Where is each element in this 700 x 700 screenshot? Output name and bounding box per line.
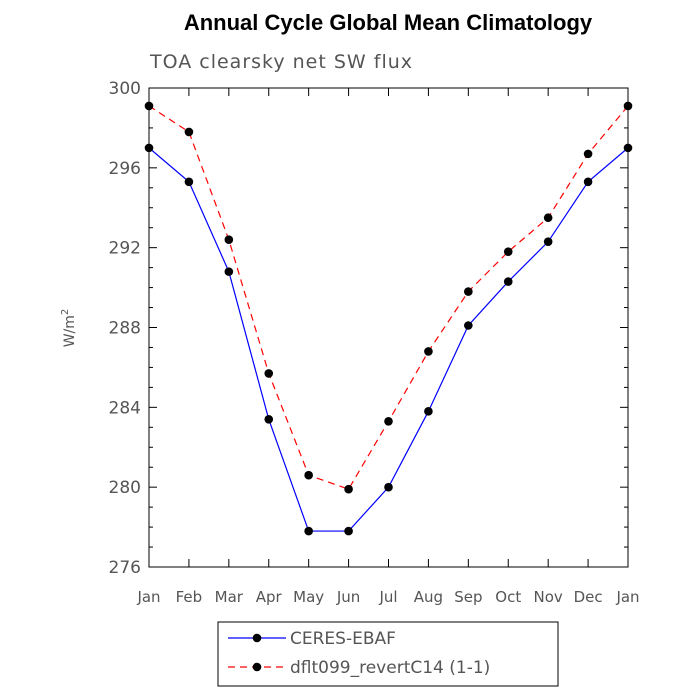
x-tick-label: Dec (574, 588, 603, 606)
y-tick-label: 300 (109, 79, 141, 99)
data-point (503, 277, 513, 286)
x-tick-label: May (293, 588, 324, 606)
legend-box (217, 621, 559, 687)
legend-marker (252, 633, 262, 643)
y-tick-label: 284 (109, 398, 141, 418)
y-axis-label-text: W/m (62, 315, 78, 347)
data-point (184, 177, 194, 187)
x-tick-label: Nov (534, 588, 563, 606)
data-point (424, 347, 433, 356)
data-point (344, 484, 353, 494)
data-point (264, 369, 274, 378)
legend-label: CERES-EBAF (290, 629, 396, 649)
chart-subtitle: TOA clearsky net SW flux (149, 51, 413, 73)
y-tick-label: 276 (109, 558, 141, 578)
y-tick-label: 296 (109, 159, 141, 179)
data-point (264, 415, 274, 424)
x-tick-label: Jun (336, 588, 360, 606)
data-point (384, 482, 393, 492)
x-tick-label: Aug (414, 588, 443, 606)
data-point (184, 127, 194, 137)
data-point (543, 213, 553, 223)
data-point (503, 247, 513, 256)
chart-title: Annual Cycle Global Mean Climatology (184, 10, 593, 35)
data-point (224, 235, 234, 244)
series-0 (144, 143, 633, 536)
data-point (304, 470, 313, 480)
legend-marker (252, 662, 262, 672)
data-point (224, 267, 234, 276)
series-line (148, 105, 629, 490)
series-layer (144, 101, 633, 536)
x-tick-label: Jan (615, 588, 639, 606)
x-tick-label: Sep (454, 588, 482, 606)
data-point (583, 177, 593, 187)
data-point (424, 407, 433, 416)
x-tick-label: Apr (256, 588, 283, 606)
x-tick-label: Oct (495, 588, 521, 606)
data-point (464, 287, 473, 296)
y-tick-label: 280 (109, 478, 141, 498)
x-tick-label: Feb (176, 588, 203, 606)
axis-ticks (148, 87, 629, 568)
y-tick-label: 288 (109, 319, 141, 339)
tick-labels: 276 280 284 288 292 296 300 Jan Feb Mar Apr May Jun J… (109, 79, 640, 606)
x-tick-label: Mar (215, 588, 244, 606)
y-axis-label-superscript: 2 (60, 309, 71, 315)
x-tick-label: Jul (378, 588, 397, 606)
legend-label: dflt099_revertC14 (1-1) (290, 658, 490, 678)
data-point (464, 321, 473, 330)
data-point (384, 417, 393, 426)
data-point (304, 526, 313, 536)
data-point (583, 149, 593, 159)
series-1 (144, 101, 633, 494)
data-point (344, 526, 353, 536)
y-axis-label: W/m2 (60, 309, 78, 348)
plot-frame (148, 87, 629, 568)
legend: CERES-EBAF dflt099_revertC14 (1-1) (217, 621, 559, 687)
data-point (543, 237, 553, 246)
y-tick-label: 292 (109, 239, 141, 259)
x-tick-label: Jan (136, 588, 160, 606)
